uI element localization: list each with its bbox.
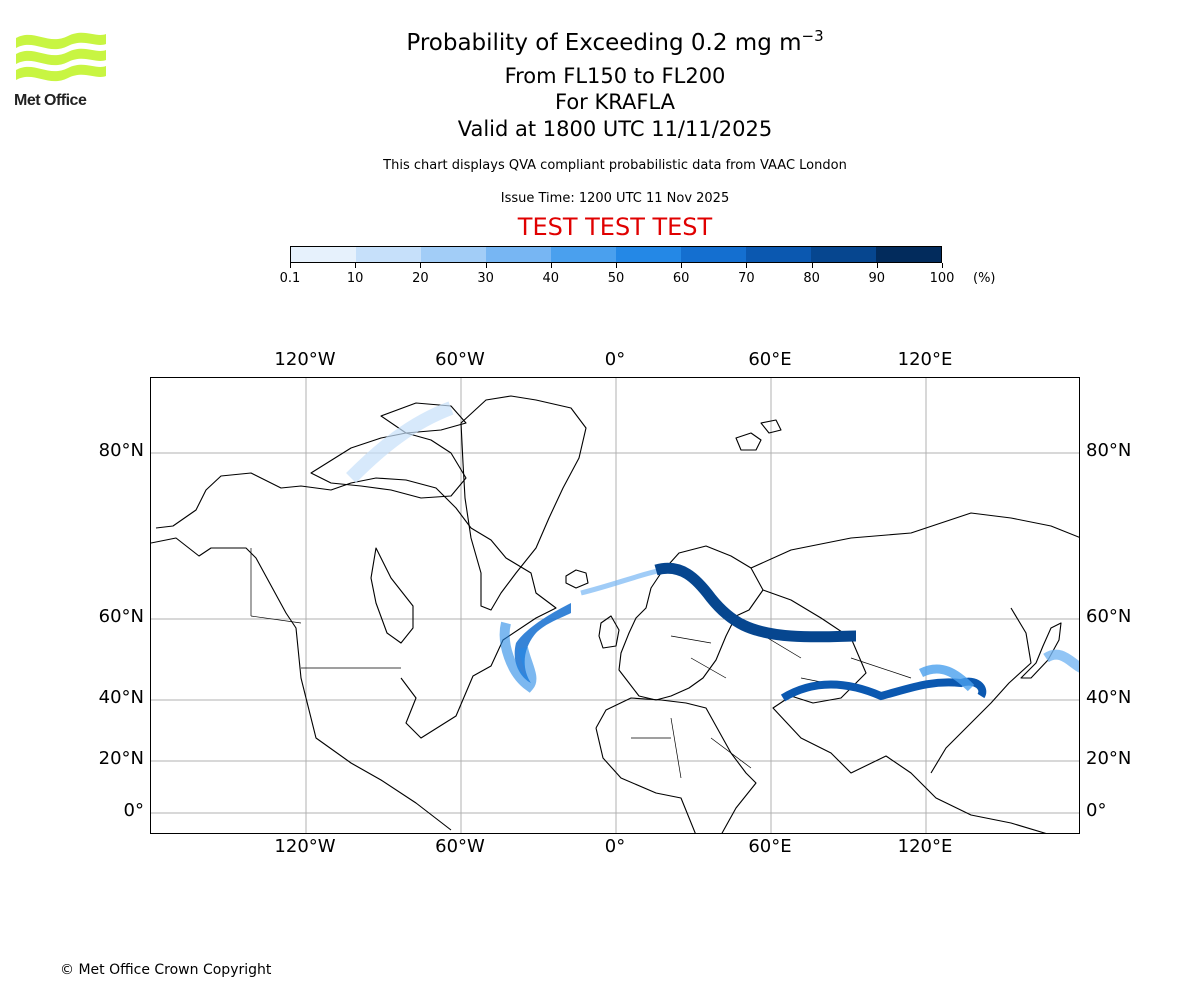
- latitude-label-right: 60°N: [1086, 606, 1132, 627]
- valid-time: Valid at 1800 UTC 11/11/2025: [457, 117, 773, 141]
- japan-coast: [1020, 622, 1062, 679]
- map-gridlines: [151, 378, 1079, 833]
- longitude-label-bottom: 0°: [604, 836, 626, 857]
- colorbar-segment: [876, 247, 941, 262]
- latitude-label-left: 0°: [123, 800, 144, 821]
- longitude-label-bottom: 60°E: [748, 836, 792, 857]
- colorbar-tick: [876, 263, 878, 268]
- colorbar-tick-label: 20: [412, 271, 429, 286]
- colorbar-tick: [942, 263, 943, 268]
- probability-colorbar: [290, 246, 942, 263]
- north-america-coast: [151, 472, 557, 831]
- colorbar-segment: [551, 247, 616, 262]
- met-office-logo-text: Met Office: [14, 92, 87, 109]
- colorbar-segment: [421, 247, 486, 262]
- iceland-coast: [565, 569, 589, 589]
- longitude-label-bottom: 120°W: [274, 836, 336, 857]
- greenland-coast: [460, 395, 587, 611]
- map-svg: [151, 378, 1079, 833]
- volcano-name: For KRAFLA: [555, 90, 675, 114]
- longitude-label-top: 120°E: [897, 349, 953, 370]
- colorbar-tick-label: 50: [607, 271, 625, 286]
- colorbar-tick-label: 80: [803, 271, 820, 286]
- disclaimer-text: This chart displays QVA compliant probab…: [383, 158, 847, 173]
- latitude-label-left: 80°N: [98, 440, 144, 461]
- issue-time: Issue Time: 1200 UTC 11 Nov 2025: [500, 191, 730, 206]
- chart-title-text: Probability of Exceeding 0.2 mg m: [406, 30, 802, 56]
- plume-scandinavia: [654, 562, 857, 643]
- colorbar-tick: [550, 263, 552, 268]
- latitude-label-right: 40°N: [1086, 687, 1132, 708]
- latitude-label-right: 0°: [1086, 800, 1107, 821]
- longitude-label-top: 0°: [604, 349, 626, 370]
- longitude-label-top: 120°W: [274, 349, 336, 370]
- colorbar-tick: [290, 263, 291, 268]
- ash-probability-plume: [346, 401, 1079, 702]
- met-office-logo-icon: [16, 32, 106, 82]
- plume-arctic-faint: [346, 401, 454, 483]
- plume-pacific: [1043, 649, 1079, 673]
- colorbar-unit: (%): [973, 271, 996, 286]
- plume-east-asia: [918, 664, 975, 692]
- colorbar-tick-label: 40: [542, 271, 560, 286]
- europe-coast: [618, 545, 764, 701]
- latitude-label-left: 60°N: [98, 606, 144, 627]
- chart-title-superscript: −3: [801, 27, 824, 45]
- latitude-label-right: 20°N: [1086, 748, 1132, 769]
- longitude-label-bottom: 120°E: [897, 836, 953, 857]
- colorbar-segment: [356, 247, 421, 262]
- test-banner: TEST TEST TEST: [517, 213, 713, 241]
- colorbar-tick-label: 30: [477, 271, 494, 286]
- plume-central-asia: [780, 677, 987, 702]
- colorbar-segment: [811, 247, 876, 262]
- colorbar-tick-label: 100: [929, 271, 955, 286]
- colorbar-segment: [291, 247, 356, 262]
- plume-atlantic: [514, 603, 571, 683]
- africa-coast: [595, 697, 757, 833]
- copyright-notice: © Met Office Crown Copyright: [60, 962, 272, 978]
- colorbar-tick-label: 0.1: [279, 271, 301, 286]
- uk-coast: [598, 615, 620, 649]
- colorbar-segment: [486, 247, 551, 262]
- colorbar-tick: [355, 263, 357, 268]
- coastlines: [151, 395, 1079, 833]
- colorbar-segment: [616, 247, 681, 262]
- colorbar-tick-label: 90: [868, 271, 886, 286]
- colorbar-tick: [485, 263, 487, 268]
- colorbar-tick: [616, 263, 617, 268]
- colorbar-segment: [746, 247, 811, 262]
- asia-coast: [750, 512, 1079, 833]
- latitude-label-right: 80°N: [1086, 440, 1132, 461]
- colorbar-tick: [746, 263, 748, 268]
- colorbar-tick-label: 60: [672, 271, 690, 286]
- svalbard-coast: [735, 419, 782, 451]
- colorbar-tick: [681, 263, 683, 268]
- map-panel: [150, 377, 1080, 834]
- plume-arc: [499, 621, 537, 693]
- colorbar-tick-label: 10: [346, 271, 364, 286]
- chart-title: Probability of Exceeding 0.2 mg m−3: [0, 27, 1200, 56]
- longitude-label-top: 60°E: [748, 349, 792, 370]
- latitude-label-left: 20°N: [98, 748, 144, 769]
- colorbar-tick-label: 70: [738, 271, 755, 286]
- colorbar-tick: [420, 263, 422, 268]
- latitude-label-left: 40°N: [98, 687, 144, 708]
- colorbar-tick: [811, 263, 813, 268]
- hudson-bay-coast: [370, 547, 414, 644]
- colorbar-segment: [681, 247, 746, 262]
- longitude-label-bottom: 60°W: [435, 836, 485, 857]
- longitude-label-top: 60°W: [435, 349, 485, 370]
- flight-level-range: From FL150 to FL200: [504, 64, 726, 88]
